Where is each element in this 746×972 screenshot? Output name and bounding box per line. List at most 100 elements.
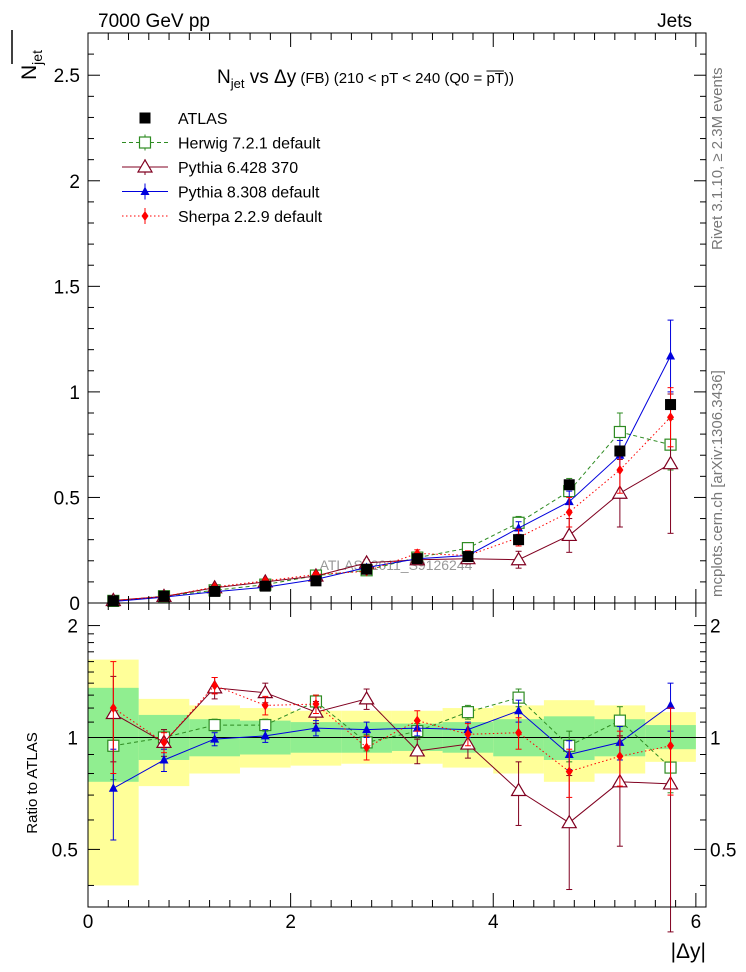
title-q0: pT [486,70,504,87]
x-tick-label: 0 [83,912,94,933]
atlas-point [665,399,677,411]
legend-marker [138,136,152,149]
main-herwig-series [107,412,677,607]
sherpa-point [515,727,523,738]
ratio-y-tick-label-right: 2 [710,617,721,638]
y-tick-label: 0.5 [54,488,80,509]
sherpa-point [565,766,573,777]
legend-label: Pythia 8.308 default [178,185,320,202]
pythia8-point [210,734,220,743]
sherpa-point [211,680,219,691]
legend-marker [141,211,149,221]
title-text: Njet vs Δy (FB) (210 < pT < 240 (Q0 = pT… [217,67,514,91]
legend-marker [140,186,150,195]
rivet-version-label: Rivet 3.1.10, ≥ 2.3M events [709,68,726,251]
ratio-y-tick-label: 1 [67,728,78,749]
sherpa-point [667,740,675,751]
title-cut: (210 < pT < 240 (Q0 = [330,70,487,87]
herwig-point [208,718,221,732]
herwig-point [259,718,272,732]
ratio-y-axis-label: Ratio to ATLAS [24,732,41,833]
ratio-y-tick-label-right: 1 [710,728,721,749]
sherpa-point [363,742,371,753]
category-label: Jets [657,11,692,32]
ratio-uncertainty-bands [88,659,706,886]
pythia6-point [358,690,375,705]
main-data-layer [105,319,679,607]
atlas-point [361,563,373,575]
legend-item-pythia8: Pythia 8.308 default [122,183,320,202]
pythia8-point [666,351,676,360]
ratio-y-tick-label-right: 0.5 [710,840,736,861]
sherpa-point [261,700,269,711]
pythia6-point [561,814,578,829]
x-tick-label: 2 [285,912,296,933]
title-sub: jet [230,76,245,91]
pythia8-point [362,724,372,734]
herwig-line [113,697,671,768]
pythia6-point [409,742,426,757]
y-tick-label: 2.5 [54,66,80,87]
y-tick-label: 1 [69,383,80,404]
atlas-point [259,580,271,592]
ratio-panel: 0.5 0.5 1 1 2 2 0 2 4 6 [52,602,736,933]
pythia8-line [113,704,671,789]
pythia6-point [561,527,578,542]
pythia8-point [666,700,676,709]
legend-label: Pythia 6.428 370 [178,160,298,177]
legend-item-herwig: Herwig 7.2.1 default [122,134,321,153]
y-label-text: Njet [18,50,45,80]
pythia6-point [662,455,679,470]
pythia6-point [510,782,527,797]
main-pythia6-series [105,393,679,607]
chart-title: Njet vs Δy (FB) (210 < pT < 240 (Q0 = pT… [217,67,514,91]
y-label-sub: jet [29,50,45,66]
sherpa-line [113,416,671,601]
y-tick-label: 2 [69,172,80,193]
x-tick-label: 6 [691,912,702,933]
atlas-point [614,445,626,457]
watermark: ATLAS_2011_S9126244 [320,557,473,573]
ratio-y-tick-label: 2 [67,617,78,638]
legend: ATLAS Herwig 7.2.1 default Pythia 6.428 37… [122,111,323,226]
title-vs: vs Δy [244,67,296,88]
herwig-point [613,714,626,727]
y-label-n: N [18,65,41,80]
title-n: N [217,67,231,88]
atlas-point [158,590,170,602]
legend-marker [136,158,154,173]
y-tick-label: 0 [69,594,80,615]
pythia8-point [514,705,524,715]
sherpa-point [565,507,573,518]
atlas-point [209,585,221,597]
pythia6-point [257,684,274,699]
atlas-point [462,551,474,563]
sherpa-point [667,412,675,423]
atlas-point [310,575,322,587]
legend-item-pythia6: Pythia 6.428 370 [122,158,298,177]
ratio-pythia8-series [108,682,676,841]
herwig-line [113,431,671,602]
source-url-label: mcplots.cern.ch [arXiv:1306.3436] [709,370,726,597]
x-tick-label: 4 [488,912,499,933]
pythia8-point [260,730,270,740]
sherpa-point [616,751,624,762]
legend-label: ATLAS [178,111,228,128]
y-tick-label: 1.5 [54,277,80,298]
pythia8-line [113,355,671,602]
ratio-y-tick-label: 0.5 [52,840,78,861]
legend-item-atlas: ATLAS [139,111,228,128]
ratio-sherpa-series [109,661,675,798]
atlas-point [107,595,119,607]
pythia6-point [510,551,527,566]
x-axis-label: |Δy| [671,940,706,963]
legend-label: Sherpa 2.2.9 default [178,209,323,226]
energy-label: 7000 GeV pp [98,11,210,32]
legend-item-sherpa: Sherpa 2.2.9 default [122,208,323,226]
herwig-point [613,425,626,439]
ratio-data-layer [105,661,679,933]
pythia6-line [113,687,671,824]
pythia8-point [159,754,169,764]
sherpa-point [109,703,117,714]
pythia6-line [113,463,671,601]
